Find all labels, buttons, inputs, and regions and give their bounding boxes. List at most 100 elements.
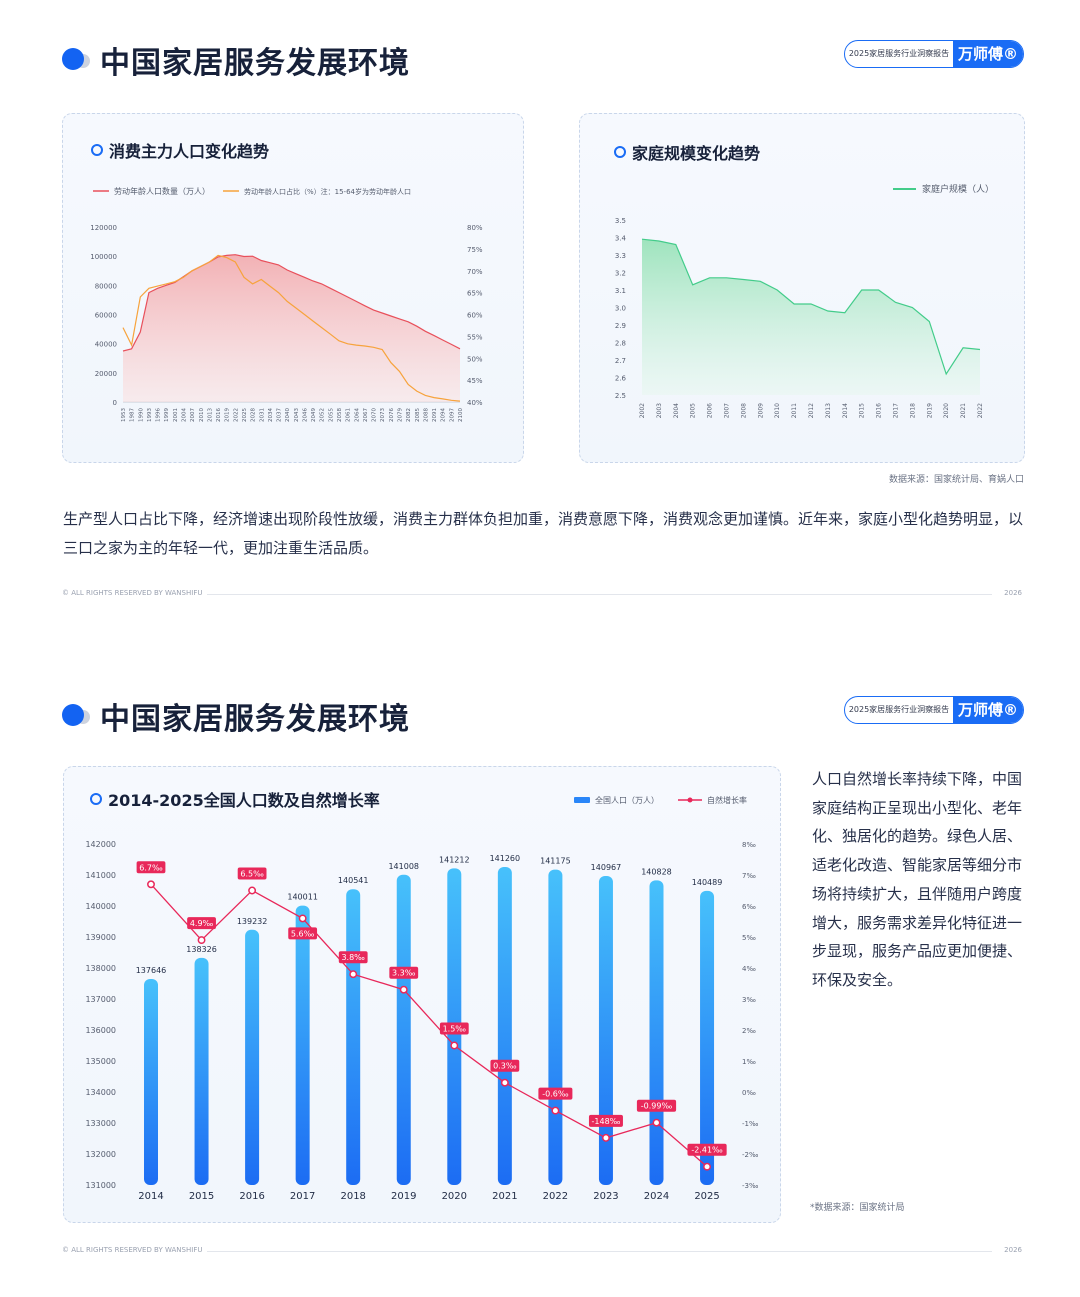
- badge-report-name: 2025家居服务行业洞察报告: [848, 705, 950, 714]
- footer-year: 2026: [1004, 589, 1022, 597]
- x-tick-label: 2002: [639, 403, 646, 418]
- x-tick-label: 2088: [423, 408, 429, 422]
- y2-tick-label: -2‰: [742, 1151, 759, 1159]
- rate-label-box: [338, 951, 368, 964]
- x-tick-label: 2012: [808, 403, 815, 418]
- chart-title: 消费主力人口变化趋势: [91, 138, 269, 162]
- rate-marker: [500, 1078, 509, 1087]
- bar: [245, 929, 260, 1185]
- y-tick-label: 136000: [85, 1026, 116, 1035]
- rate-value-label: -0.6‰: [542, 1090, 569, 1099]
- rate-marker: [349, 970, 358, 979]
- y-tick-label: 3.2: [615, 270, 626, 278]
- rate-marker: [197, 936, 206, 945]
- x-tick-label: 2100: [458, 408, 464, 422]
- rate-marker: [652, 1118, 661, 1127]
- rate-label-box: [636, 1099, 677, 1112]
- x-tick-label: 2018: [909, 403, 916, 418]
- x-tick-label: 2031: [259, 408, 265, 422]
- legend-label: 劳动年龄人口数量（万人）: [114, 186, 210, 196]
- legend-marker: [687, 797, 693, 803]
- rate-marker: [602, 1133, 610, 1142]
- page-footer: © ALL RIGHTS RESERVED BY WANSHIFU 2026: [62, 1246, 1022, 1258]
- bar: [649, 880, 664, 1185]
- x-tick-label: 2013: [207, 408, 213, 422]
- x-tick-label: 2018: [340, 1191, 365, 1202]
- legend-swatch: [574, 797, 590, 803]
- x-tick-label: 2055: [328, 408, 334, 422]
- x-tick-label: 2028: [251, 408, 257, 422]
- rate-value-label: 5.6‰: [291, 929, 315, 938]
- y-tick-label: 137000: [85, 995, 116, 1004]
- x-tick-label: 2023: [593, 1191, 618, 1202]
- rate-value-label: 6.5‰: [240, 870, 264, 879]
- x-tick-label: 2076: [389, 408, 395, 422]
- bar: [396, 874, 411, 1185]
- bar-value-label: 141212: [439, 855, 470, 864]
- x-tick-label: 2097: [449, 408, 455, 422]
- x-tick-label: 2061: [346, 408, 352, 422]
- x-tick-label: 2049: [311, 408, 317, 422]
- rate-label-box: [136, 861, 166, 874]
- legend-label: 自然增长率: [707, 795, 747, 805]
- y-tick-label: 142000: [85, 840, 116, 849]
- y-tick-label: 133000: [85, 1119, 116, 1128]
- bullet-dots-icon: [62, 704, 94, 726]
- x-tick-label: 2037: [277, 408, 283, 422]
- report-badge: 2025家居服务行业洞察报告 万师傅®: [844, 40, 1024, 68]
- bar-value-label: 140967: [591, 863, 622, 872]
- page-header: 中国家居服务发展环境 2025家居服务行业洞察报告 万师傅®: [62, 36, 1024, 81]
- x-tick-label: 2016: [216, 408, 222, 422]
- bar: [144, 978, 158, 1185]
- x-tick-label: 2025: [694, 1191, 719, 1202]
- x-tick-label: 2017: [290, 1191, 315, 1202]
- y-tick-label: 131000: [85, 1181, 116, 1190]
- y2-tick-label: 40%: [467, 399, 483, 407]
- rate-value-label: 0.3‰: [493, 1062, 517, 1071]
- x-tick-label: 2022: [977, 403, 984, 418]
- population-trend-chart: 劳动年龄人口数量（万人） 劳动年龄人口占比（%）注：15-64岁为劳动年龄人口 0 2…: [90, 186, 483, 422]
- rate-marker: [703, 1162, 711, 1171]
- y2-tick-label: 70%: [467, 268, 483, 276]
- bar-value-label: 139232: [237, 917, 268, 926]
- x-tick-label: 2016: [876, 403, 883, 418]
- x-tick-label: 2020: [943, 403, 950, 418]
- y-tick-label: 3.0: [615, 305, 626, 313]
- rate-label-box: [288, 927, 318, 940]
- legend-label: 劳动年龄人口占比（%）注：15-64岁为劳动年龄人口: [244, 187, 411, 196]
- report-page-2: 中国家居服务发展环境 2025家居服务行业洞察报告 万师傅® 2014-2025…: [0, 660, 1080, 1297]
- rate-value-label: -2.41‰: [691, 1146, 723, 1155]
- circle-bullet-icon: [90, 793, 102, 805]
- bar-value-label: 141008: [388, 862, 419, 871]
- x-tick-label: 2017: [893, 403, 900, 418]
- x-tick-label: 2046: [302, 408, 308, 422]
- x-tick-label: 2022: [543, 1191, 568, 1202]
- x-tick-label: 2005: [690, 403, 697, 418]
- x-tick-label: 2004: [673, 403, 680, 418]
- x-tick-label: 2010: [199, 408, 205, 422]
- x-tick-label: 2007: [190, 408, 196, 422]
- x-tick-label: 2011: [791, 403, 798, 418]
- rate-marker: [147, 880, 155, 889]
- y2-tick-label: 3‰: [742, 996, 756, 1004]
- y-tick-label: 140000: [85, 902, 116, 911]
- x-tick-label: 2067: [363, 408, 369, 422]
- bar-value-label: 140828: [641, 867, 672, 876]
- y-tick-label: 141000: [85, 871, 116, 880]
- data-source: *数据来源：国家统计局: [810, 1203, 905, 1213]
- x-tick-label: 2094: [441, 408, 447, 422]
- y2-tick-label: 4‰: [742, 965, 756, 973]
- rate-marker: [450, 1041, 459, 1050]
- y-tick-label: 0: [113, 399, 117, 407]
- y-tick-label: 40000: [95, 341, 117, 349]
- y-tick-label: 135000: [85, 1057, 116, 1066]
- bar: [497, 866, 512, 1185]
- page-title: 中国家居服务发展环境: [100, 702, 410, 737]
- x-tick-label: 2016: [239, 1191, 264, 1202]
- rate-label-box: [538, 1087, 573, 1100]
- chart-title: 家庭规模变化趋势: [614, 140, 760, 164]
- chart-title-text: 家庭规模变化趋势: [632, 144, 761, 163]
- bar-value-label: 140011: [287, 893, 318, 902]
- x-tick-label: 2022: [233, 408, 239, 422]
- y-tick-label: 60000: [95, 312, 117, 320]
